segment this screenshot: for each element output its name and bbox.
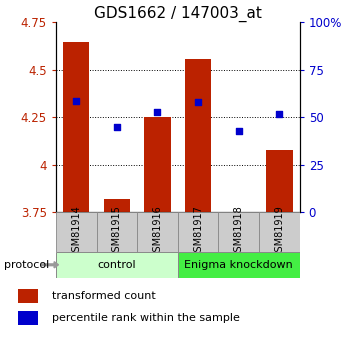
Bar (18, 310, 38, 325)
Point (195, 99, 201, 105)
Bar (185, 59, 211, 212)
Title: GDS1662 / 147003_at: GDS1662 / 147003_at (94, 6, 262, 22)
Text: GSM81914: GSM81914 (71, 205, 81, 258)
Bar (63, 42, 90, 212)
Bar (259, 212, 300, 252)
Bar (97, 212, 137, 252)
Point (277, 111, 282, 116)
Text: GSM81917: GSM81917 (193, 205, 203, 258)
Point (155, 109, 160, 114)
Bar (218, 212, 259, 252)
Bar (144, 117, 171, 212)
Bar (178, 212, 218, 252)
Bar (137, 212, 178, 252)
Text: percentile rank within the sample: percentile rank within the sample (52, 313, 239, 323)
Text: protocol: protocol (4, 260, 49, 270)
Bar (56, 212, 97, 252)
Bar (56, 252, 178, 278)
Bar (266, 149, 292, 212)
Bar (178, 252, 300, 278)
Point (73, 98, 79, 104)
Text: control: control (97, 260, 136, 270)
Bar (104, 199, 130, 212)
Text: transformed count: transformed count (52, 291, 155, 301)
Text: GSM81916: GSM81916 (152, 205, 162, 258)
Text: Enigma knockdown: Enigma knockdown (184, 260, 293, 270)
Point (114, 124, 120, 129)
Point (236, 128, 242, 133)
Text: GSM81919: GSM81919 (274, 205, 284, 258)
Text: GSM81915: GSM81915 (112, 205, 122, 258)
Bar (18, 289, 38, 304)
Text: GSM81918: GSM81918 (234, 205, 244, 258)
